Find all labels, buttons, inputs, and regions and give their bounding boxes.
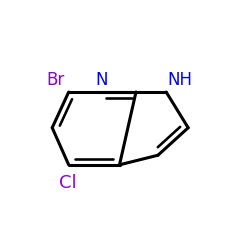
- Text: NH: NH: [168, 71, 192, 89]
- Text: Br: Br: [46, 71, 64, 89]
- Text: Cl: Cl: [58, 174, 76, 192]
- Text: N: N: [96, 71, 108, 89]
